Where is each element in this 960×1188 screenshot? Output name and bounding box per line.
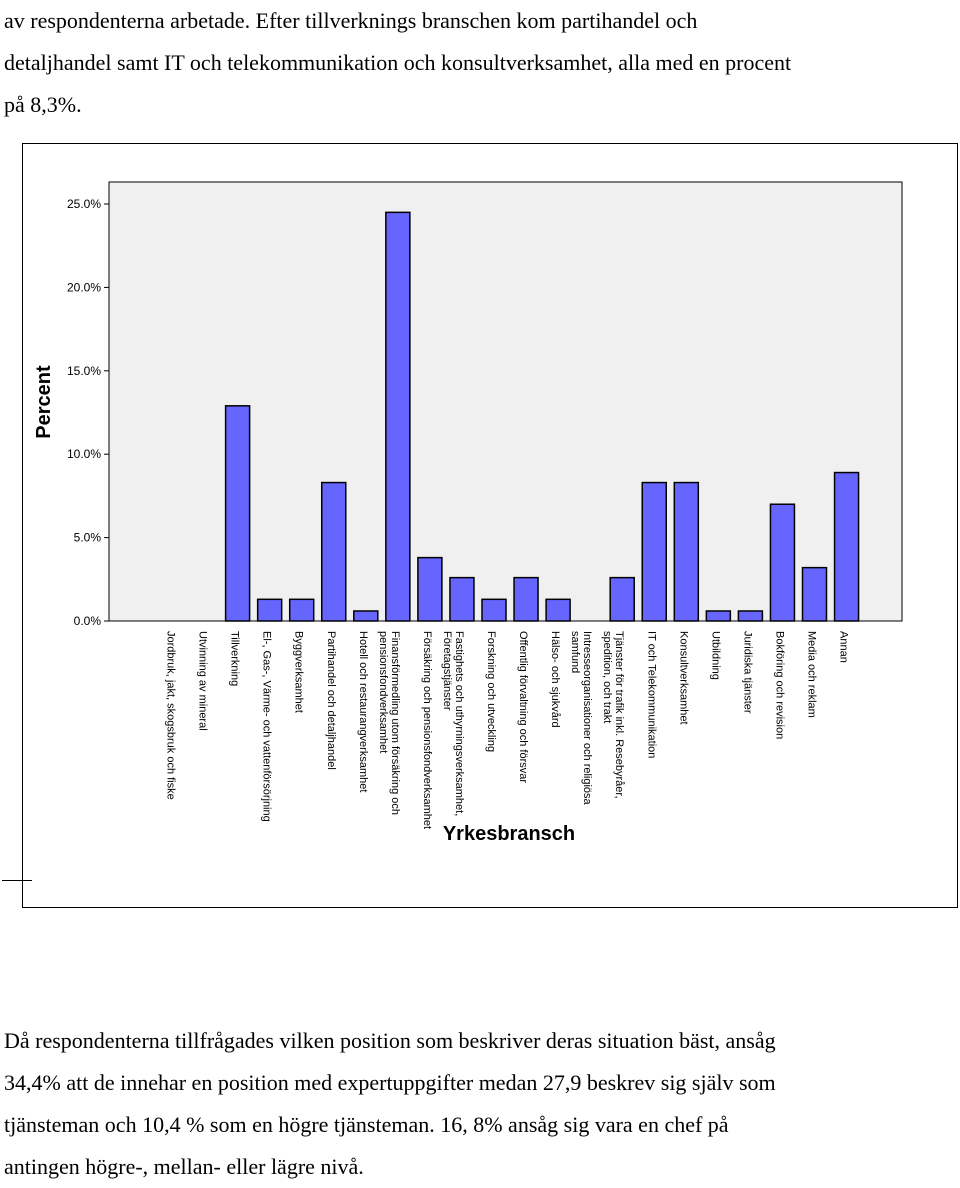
- x-tick-label-line: Annan: [838, 631, 850, 663]
- x-tick-label-line: Finansförmedling utom försäkring och: [389, 631, 401, 815]
- bar: [609, 576, 635, 622]
- bar: [673, 481, 700, 622]
- x-tick-label-line: IT och Telekommunikation: [645, 631, 657, 758]
- bar: [833, 471, 860, 622]
- bar-chart: 0.0% 5.0% 10.0% 15.0% 20.0% 25.0% Percent Jordb…: [33, 181, 903, 845]
- x-tick-label: Hälso- och sjukvård: [549, 631, 561, 728]
- paragraph-line: antingen högre-, mellan- eller lägre niv…: [4, 1154, 364, 1179]
- bar: [769, 503, 796, 622]
- x-axis-title: Yrkesbransch: [443, 823, 575, 845]
- x-tick-label: Utvinning av mineral: [197, 631, 209, 731]
- paragraph-line: tjänsteman och 10,4 % som en högre tjäns…: [4, 1112, 729, 1137]
- y-tick-label: 0.0%: [74, 614, 102, 628]
- bar: [321, 481, 347, 622]
- x-tick-label-line: spedition, och trakt: [601, 631, 613, 723]
- x-tick-label-line: Partihandel och detaljhandel: [325, 631, 337, 770]
- x-tick-label: Byggverksamhet: [293, 631, 305, 713]
- x-tick-label: Partihandel och detaljhandel: [325, 631, 337, 770]
- x-tick-label: Forskning och utveckling: [485, 631, 497, 752]
- paragraph-line: 34,4% att de innehar en position med exp…: [4, 1070, 776, 1095]
- bar: [545, 598, 571, 622]
- x-tick-label: Annan: [838, 631, 850, 663]
- x-tick-label-line: Byggverksamhet: [293, 631, 305, 713]
- bar: [513, 576, 539, 622]
- x-tick-label: Tjänster för trafik inkl. Resebyråer,spe…: [601, 631, 625, 799]
- x-tick-label-line: Intresseorganisationer och religiösa: [581, 631, 593, 806]
- paragraph-bottom: Då respondenterna tillfrågades vilken po…: [4, 1020, 954, 1188]
- x-tick-label-line: Konsultverksamhet: [677, 631, 689, 725]
- x-tick-label: Tillverkning: [229, 631, 241, 686]
- x-tick-label: Finansförmedling utom försäkring ochpens…: [377, 631, 401, 815]
- bar: [641, 481, 667, 622]
- x-tick-label: Fastighets och uthyrningsverksamhet,Före…: [441, 631, 465, 816]
- bar: [417, 556, 443, 622]
- x-tick-label-line: Hotell och restaurangverksamhet: [357, 631, 369, 792]
- bar: [449, 576, 475, 622]
- x-tick-label: Försäkring och pensionsfondverksamhet: [421, 631, 433, 829]
- paragraph-line: Då respondenterna tillfrågades vilken po…: [4, 1028, 776, 1053]
- x-tick-label-line: pensionsfondverksamhet: [377, 631, 389, 753]
- bar: [224, 405, 251, 622]
- x-tick-label-line: Fastighets och uthyrningsverksamhet,: [453, 631, 465, 816]
- x-tick-label-line: Försäkring och pensionsfondverksamhet: [421, 631, 433, 829]
- x-tick-label: Offentlig förvaltning och försvar: [517, 631, 529, 783]
- y-tick-label: 25.0%: [67, 197, 101, 211]
- x-tick-label: Juridiska tjänster: [741, 631, 753, 714]
- x-tick-label: IT och Telekommunikation: [645, 631, 657, 758]
- y-tick-label: 10.0%: [67, 447, 101, 461]
- bar: [256, 598, 283, 622]
- x-tick-label: Konsultverksamhet: [677, 631, 689, 725]
- bar: [385, 211, 411, 622]
- x-tick-label-line: Hälso- och sjukvård: [549, 631, 561, 728]
- x-tick-label: Jordbruk, jakt, skogsbruk och fiske: [165, 631, 177, 800]
- x-tick-label-line: Tjänster för trafik inkl. Resebyråer,: [613, 631, 625, 799]
- x-tick-label: Utbildning: [709, 631, 721, 680]
- bar: [353, 610, 379, 622]
- x-tick-label-line: Juridiska tjänster: [741, 631, 753, 714]
- y-tick-label: 20.0%: [67, 280, 101, 294]
- x-tick-label: Hotell och restaurangverksamhet: [357, 631, 369, 792]
- paragraph-line: på 8,3%.: [4, 92, 82, 117]
- divider-mark: [2, 880, 32, 881]
- x-tick-label: Intresseorganisationer och religiösasamf…: [569, 631, 593, 806]
- bar: [705, 610, 732, 622]
- x-tick-label-line: Forskning och utveckling: [485, 631, 497, 752]
- x-tick-label-line: Media och reklam: [806, 631, 818, 718]
- y-axis-title: Percent: [33, 365, 55, 439]
- paragraph-top: av respondenterna arbetade. Efter tillve…: [4, 0, 954, 126]
- x-tick-label-line: Bokföring och revision: [773, 631, 785, 739]
- bar: [801, 566, 828, 622]
- paragraph-line: detaljhandel samt IT och telekommunikati…: [4, 50, 792, 75]
- x-tick-label-line: samfund: [569, 631, 581, 673]
- bar: [288, 598, 315, 622]
- y-tick-label: 5.0%: [74, 531, 102, 545]
- y-tick-label: 15.0%: [67, 364, 101, 378]
- paragraph-line: av respondenterna arbetade. Efter tillve…: [4, 8, 698, 33]
- x-tick-label-line: Offentlig förvaltning och försvar: [517, 631, 529, 783]
- bar: [481, 598, 507, 622]
- x-tick-label: El-, Gas-, Värme- och vattenförsörjning: [261, 631, 273, 822]
- x-tick-label-line: Utvinning av mineral: [197, 631, 209, 731]
- x-tick-label: Media och reklam: [806, 631, 818, 718]
- x-tick-label: Bokföring och revision: [773, 631, 785, 739]
- x-tick-label-line: Företagstjänster: [441, 631, 453, 711]
- bar: [737, 610, 764, 622]
- x-tick-label-line: Utbildning: [709, 631, 721, 680]
- x-tick-label-line: El-, Gas-, Värme- och vattenförsörjning: [261, 631, 273, 822]
- chart-frame: 0.0% 5.0% 10.0% 15.0% 20.0% 25.0% Percent Jordb…: [22, 143, 958, 908]
- x-tick-label-line: Jordbruk, jakt, skogsbruk och fiske: [165, 631, 177, 800]
- x-tick-label-line: Tillverkning: [229, 631, 241, 686]
